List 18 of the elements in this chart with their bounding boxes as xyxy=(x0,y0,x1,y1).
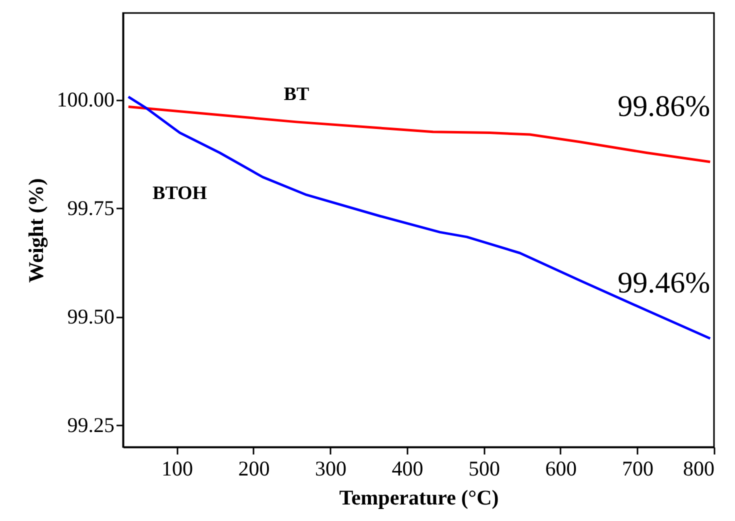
x-tick-label: 700 xyxy=(622,456,654,480)
x-tick-label: 400 xyxy=(392,456,424,480)
y-tick-label: 99.75 xyxy=(67,196,114,220)
series-label: BTOH xyxy=(152,182,208,204)
x-tick-label: 100 xyxy=(161,456,193,480)
x-tick-label: 800 xyxy=(683,456,714,480)
x-axis-title: Temperature (°C) xyxy=(339,486,499,510)
y-tick-label: 99.50 xyxy=(67,304,114,328)
annotation: 99.86% xyxy=(618,90,710,123)
x-tick-label: 200 xyxy=(238,456,270,480)
x-tick-label: 300 xyxy=(314,456,346,480)
annotation: 99.46% xyxy=(618,266,710,300)
x-tick-label: 500 xyxy=(468,456,500,480)
series-label: BT xyxy=(284,84,310,105)
x-tick-label: 600 xyxy=(545,456,577,480)
y-axis-title: Weight (%) xyxy=(24,178,48,283)
y-tick-label: 100.00 xyxy=(56,87,114,112)
y-tick-label: 99.25 xyxy=(67,412,114,437)
